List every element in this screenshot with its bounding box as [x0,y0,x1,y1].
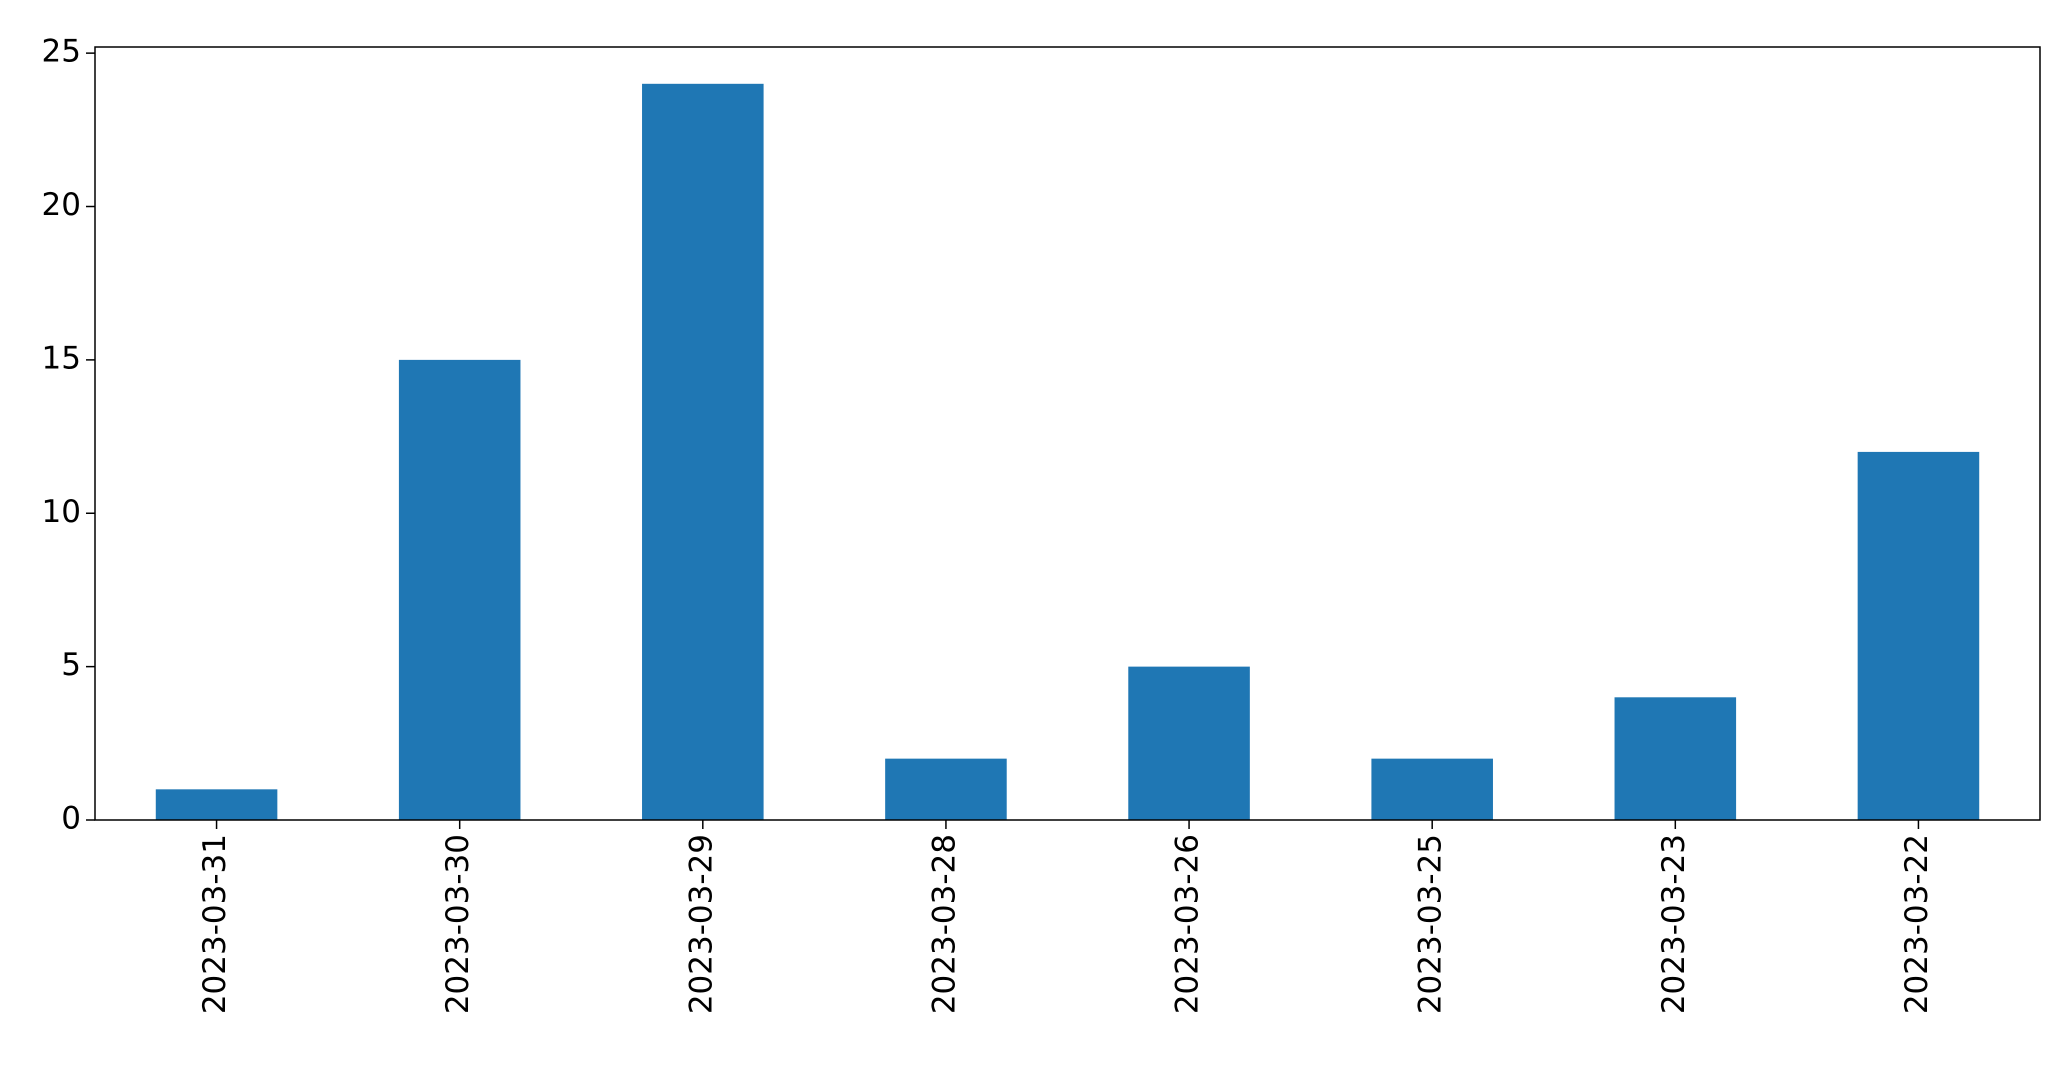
bar-2023-03-22 [1857,451,1980,820]
x-tick-label: 2023-03-31 [197,834,233,1014]
x-tick-label: 2023-03-23 [1656,834,1692,1014]
y-axis: 0 5 10 15 20 25 [42,34,95,837]
y-tick-label: 0 [61,801,81,837]
x-tick-label: 2023-03-25 [1413,834,1449,1014]
bar-2023-03-23 [1614,697,1737,820]
bar-2023-03-30 [398,359,521,820]
x-tick-label: 2023-03-28 [926,834,962,1014]
x-axis: 2023-03-31 2023-03-30 2023-03-29 2023-03-28… [197,820,1935,1014]
y-tick-label: 10 [42,494,81,530]
bar-2023-03-31 [155,789,278,820]
x-tick-label: 2023-03-22 [1899,834,1935,1014]
bars-group [155,83,1980,821]
y-tick-label: 20 [42,187,81,223]
bar-2023-03-28 [885,758,1007,820]
x-tick-label: 2023-03-30 [440,834,476,1014]
x-tick-label: 2023-03-29 [683,834,719,1014]
y-tick-label: 25 [42,34,81,70]
y-tick-label: 5 [61,647,81,683]
x-tick-label: 2023-03-26 [1170,834,1206,1014]
bar-2023-03-29 [642,83,764,821]
bar-2023-03-26 [1128,666,1250,820]
plot-area-frame [94,46,2041,821]
bar-2023-03-25 [1371,758,1493,820]
y-tick-label: 15 [42,340,81,376]
